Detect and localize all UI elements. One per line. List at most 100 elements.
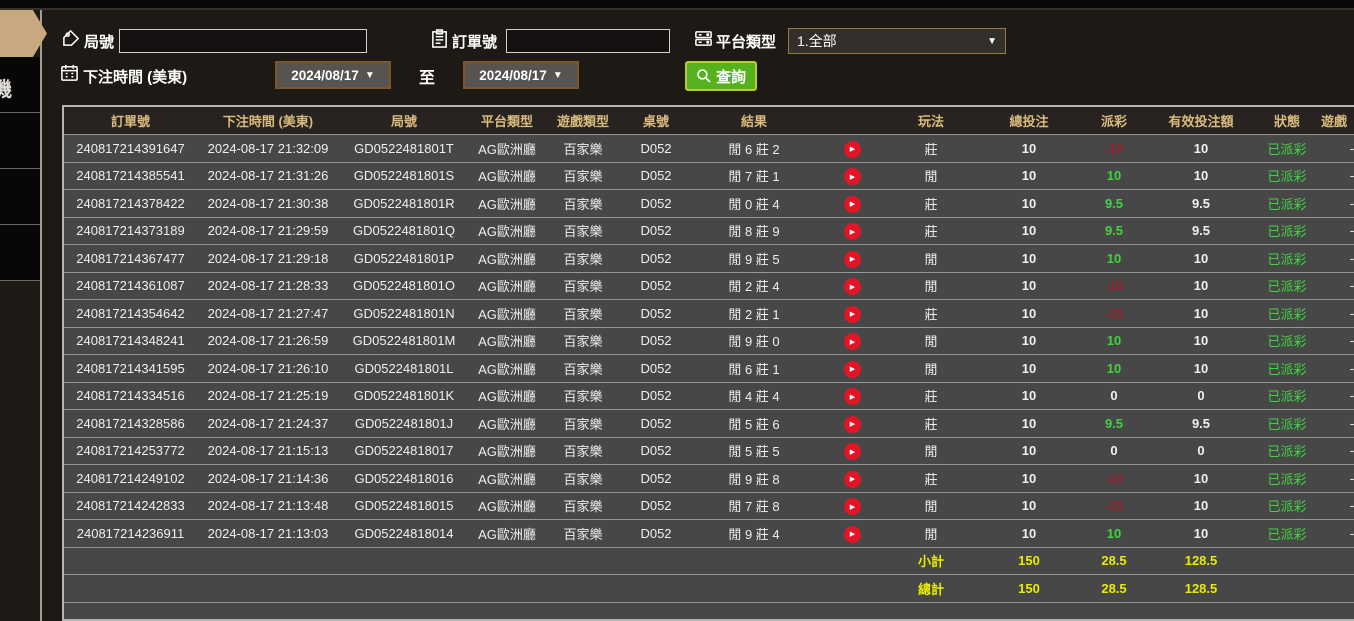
- bet-cell: 10: [1021, 140, 1037, 156]
- play-icon[interactable]: ▶: [843, 250, 861, 268]
- round-input[interactable]: [119, 29, 367, 53]
- play-icon[interactable]: ▶: [843, 443, 861, 460]
- payout-cell: -10: [1104, 470, 1124, 486]
- play-icon[interactable]: ▶: [843, 223, 861, 240]
- time-cell: 2024-08-17 21:25:19: [207, 388, 329, 404]
- bet-history-table: 訂單號 下注時間 (美東) 局號 平台類型 遊戲類型 桌號 結果 玩法 總投注 …: [62, 105, 1354, 621]
- valid-cell: 10: [1193, 250, 1209, 266]
- platform-cell: AG歐洲廳: [478, 416, 536, 432]
- platform-cell: AG歐洲廳: [478, 279, 536, 295]
- time-cell: 2024-08-17 21:31:26: [207, 168, 329, 184]
- status-cell: 已派彩: [1267, 444, 1307, 460]
- replay-cell: ▶: [817, 492, 887, 520]
- sidebar-item[interactable]: [0, 169, 40, 225]
- payout-cell: 10: [1106, 360, 1122, 376]
- play-icon[interactable]: ▶: [843, 305, 861, 323]
- replay-cell: ▶: [817, 410, 887, 438]
- chevron-down-icon: ▼: [364, 69, 375, 81]
- order-cell: 240817214249102: [76, 470, 185, 486]
- col-header-replay: [817, 107, 887, 135]
- summary-empty-cell: [1317, 547, 1354, 575]
- play-icon[interactable]: ▶: [843, 470, 861, 488]
- result-cell: 閒 0 莊 4: [728, 196, 780, 212]
- table-row: 240817214391647 2024-08-17 21:32:09 GD0522…: [64, 135, 1354, 163]
- play-cell: 莊: [924, 416, 938, 432]
- replay-cell: ▶: [817, 135, 887, 163]
- order-cell: 240817214378422: [76, 195, 185, 211]
- game-cell: 百家樂: [563, 141, 603, 157]
- game-cell: 百家樂: [563, 306, 603, 322]
- play-cell: 閒: [924, 499, 938, 515]
- bet-cell: 10: [1021, 333, 1037, 349]
- summary-empty-cell: [691, 575, 817, 603]
- chevron-down-icon: ▼: [987, 35, 997, 47]
- game-cell: 百家樂: [563, 224, 603, 240]
- date-from-select[interactable]: 2024/08/17 ▼: [275, 61, 391, 89]
- summary-empty-cell: [817, 547, 887, 575]
- table-no-cell: D052: [640, 388, 672, 404]
- time-cell: 2024-08-17 21:14:36: [207, 470, 329, 486]
- result-cell: 閒 6 莊 1: [728, 361, 780, 377]
- time-cell: 2024-08-17 21:29:59: [207, 223, 329, 239]
- sidebar-item[interactable]: [0, 225, 40, 281]
- bet-cell: 10: [1021, 250, 1037, 266]
- search-button[interactable]: 查詢: [685, 61, 758, 91]
- payout-cell: 9.5: [1104, 223, 1124, 239]
- table-row: 240817214328586 2024-08-17 21:24:37 GD0522…: [64, 410, 1354, 438]
- clipboard-icon: [430, 29, 449, 48]
- date-from-value: 2024/08/17: [291, 67, 359, 83]
- order-cell: 240817214253772: [76, 443, 185, 459]
- result-cell: 閒 9 莊 8: [728, 471, 780, 487]
- play-icon[interactable]: ▶: [843, 168, 861, 185]
- table-row: 240817214367477 2024-08-17 21:29:18 GD0522…: [64, 245, 1354, 272]
- result-cell: 閒 9 莊 0: [728, 334, 780, 350]
- round-cell: GD0522481801Q: [353, 223, 455, 239]
- summary-empty-cell: [621, 547, 691, 575]
- summary-empty-cell: [545, 575, 621, 603]
- table-no-cell: D052: [640, 305, 672, 321]
- summary-payout: 28.5: [1101, 580, 1127, 596]
- date-to-value: 2024/08/17: [479, 67, 547, 83]
- play-icon[interactable]: ▶: [843, 195, 861, 213]
- play-cell: 閒: [924, 251, 938, 267]
- sidebar-divider: [40, 10, 42, 621]
- valid-cell: 10: [1193, 470, 1209, 486]
- col-header-payout: 派彩: [1083, 107, 1145, 135]
- play-icon[interactable]: ▶: [843, 278, 861, 295]
- table-no-cell: D052: [640, 443, 672, 459]
- sidebar-item-slot[interactable]: 機: [0, 57, 40, 113]
- play-icon[interactable]: ▶: [843, 388, 861, 405]
- order-input[interactable]: [506, 29, 670, 53]
- payout-cell: -10: [1104, 140, 1124, 156]
- round-cell: GD0522481801T: [354, 140, 454, 156]
- summary-valid-bet: 128.5: [1184, 553, 1218, 569]
- play-icon[interactable]: ▶: [843, 525, 861, 543]
- platform-select[interactable]: 1.全部 ▼: [788, 28, 1006, 54]
- time-cell: 2024-08-17 21:26:10: [207, 360, 329, 376]
- time-cell: 2024-08-17 21:15:13: [207, 443, 329, 459]
- platform-cell: AG歐洲廳: [478, 361, 536, 377]
- game-id-cell: -: [1349, 525, 1354, 541]
- valid-cell: 0: [1197, 443, 1205, 459]
- summary-total-bet: 150: [1018, 553, 1040, 569]
- date-range-to-label: 至: [419, 70, 436, 87]
- platform-cell: AG歐洲廳: [478, 389, 536, 405]
- platform-icon: [694, 29, 713, 48]
- summary-empty-cell: [339, 547, 469, 575]
- play-icon[interactable]: ▶: [843, 333, 861, 350]
- sidebar-item[interactable]: [0, 113, 40, 169]
- valid-cell: 10: [1193, 140, 1209, 156]
- valid-cell: 0: [1197, 388, 1205, 404]
- play-icon[interactable]: ▶: [843, 360, 861, 378]
- time-cell: 2024-08-17 21:32:09: [207, 140, 329, 156]
- play-icon[interactable]: ▶: [843, 415, 861, 433]
- play-icon[interactable]: ▶: [843, 498, 861, 515]
- play-icon[interactable]: ▶: [843, 140, 861, 158]
- order-cell: 240817214341595: [76, 360, 185, 376]
- table-row: 240817214373189 2024-08-17 21:29:59 GD0522…: [64, 217, 1354, 245]
- time-cell: 2024-08-17 21:29:18: [207, 250, 329, 266]
- table-row: 240817214378422 2024-08-17 21:30:38 GD0522…: [64, 190, 1354, 217]
- date-to-select[interactable]: 2024/08/17 ▼: [463, 61, 579, 89]
- table-row: 240817214236911 2024-08-17 21:13:03 GD0522…: [64, 520, 1354, 547]
- result-cell: 閒 4 莊 4: [728, 389, 780, 405]
